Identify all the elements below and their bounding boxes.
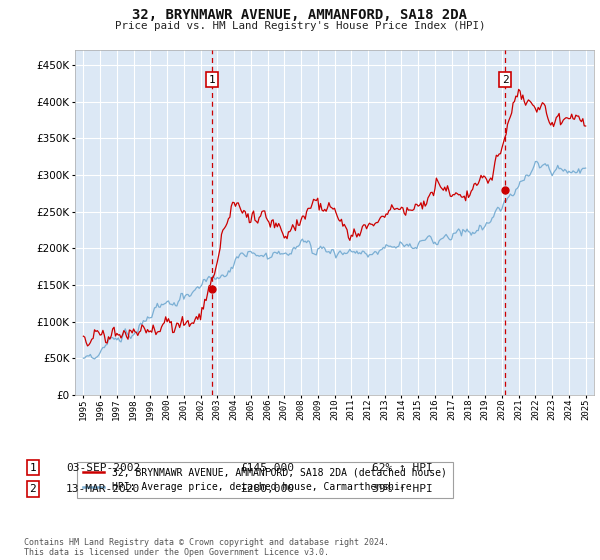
Text: 2: 2: [29, 484, 37, 494]
Text: 1: 1: [208, 74, 215, 85]
Text: 1: 1: [29, 463, 37, 473]
Text: £145,000: £145,000: [240, 463, 294, 473]
Text: 2: 2: [502, 74, 509, 85]
Text: 03-SEP-2002: 03-SEP-2002: [66, 463, 140, 473]
Text: 62% ↑ HPI: 62% ↑ HPI: [372, 463, 433, 473]
Text: 13-MAR-2020: 13-MAR-2020: [66, 484, 140, 494]
Text: Price paid vs. HM Land Registry's House Price Index (HPI): Price paid vs. HM Land Registry's House …: [115, 21, 485, 31]
Text: £280,000: £280,000: [240, 484, 294, 494]
Text: Contains HM Land Registry data © Crown copyright and database right 2024.
This d: Contains HM Land Registry data © Crown c…: [24, 538, 389, 557]
Text: 32, BRYNMAWR AVENUE, AMMANFORD, SA18 2DA: 32, BRYNMAWR AVENUE, AMMANFORD, SA18 2DA: [133, 8, 467, 22]
Legend: 32, BRYNMAWR AVENUE, AMMANFORD, SA18 2DA (detached house), HPI: Average price, d: 32, BRYNMAWR AVENUE, AMMANFORD, SA18 2DA…: [77, 461, 453, 498]
Text: 39% ↑ HPI: 39% ↑ HPI: [372, 484, 433, 494]
